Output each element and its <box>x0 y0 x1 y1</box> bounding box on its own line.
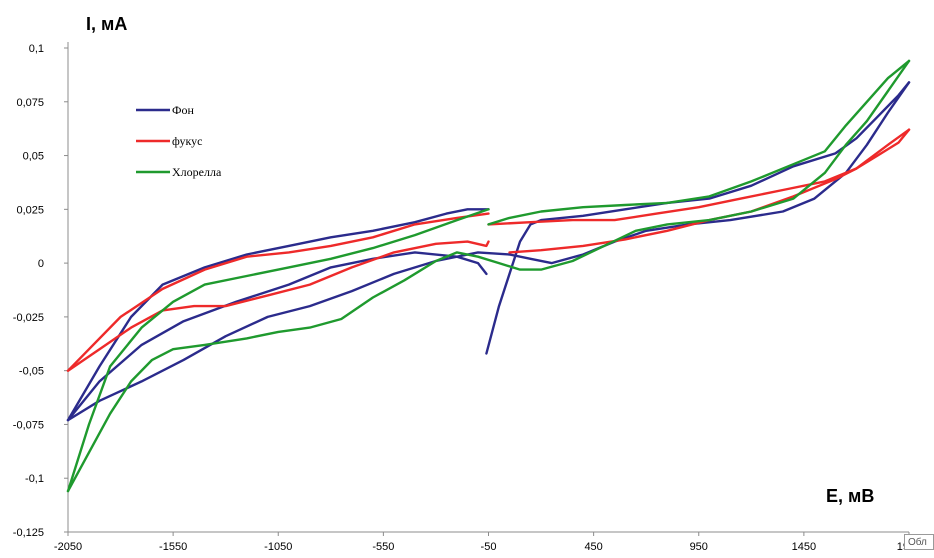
series-line <box>485 81 911 355</box>
y-tick-label: 0,05 <box>23 151 44 163</box>
series-line <box>66 208 490 493</box>
x-tick-label: -550 <box>372 541 394 553</box>
x-tick-label: -50 <box>481 541 497 553</box>
legend-label: фукус <box>172 134 202 148</box>
y-tick-label: 0,1 <box>29 43 44 55</box>
x-tick-label: -2050 <box>54 541 82 553</box>
legend-label: Фон <box>172 103 194 117</box>
legend-label: Хлорелла <box>172 165 222 179</box>
series-line <box>487 128 911 226</box>
y-tick-label: -0,125 <box>13 527 44 539</box>
series-line <box>487 59 911 226</box>
x-tick-label: 450 <box>584 541 602 553</box>
y-tick-label: 0 <box>38 258 44 270</box>
series-line <box>66 81 911 422</box>
series-line <box>66 212 490 372</box>
series-line <box>66 208 490 422</box>
y-tick-label: -0,075 <box>13 419 44 431</box>
y-tick-label: -0,1 <box>25 473 44 485</box>
x-tick-label: -1550 <box>159 541 187 553</box>
y-tick-label: -0,05 <box>19 366 44 378</box>
y-tick-label: 0,025 <box>16 204 44 216</box>
x-tick-label: 1450 <box>792 541 816 553</box>
x-tick-label: 950 <box>690 541 708 553</box>
x-ticks: -2050-1550-1050-550-5045095014501950 <box>54 532 921 553</box>
series-layer <box>66 59 911 493</box>
corner-tag: Обл <box>904 534 934 550</box>
y-tick-label: -0,025 <box>13 312 44 324</box>
axes <box>67 42 909 533</box>
x-tick-label: -1050 <box>264 541 292 553</box>
y-tick-label: 0,075 <box>16 97 44 109</box>
series-line <box>66 240 490 372</box>
y-axis-title: I, мА <box>86 14 127 34</box>
y-ticks: 0,1 0,075 0,05 0,025 0 -0,025 -0,05 -0,075 -0,1 -… <box>13 43 68 539</box>
series-line <box>66 59 911 493</box>
series-line <box>508 128 911 254</box>
series-line <box>66 251 488 422</box>
legend: Фон фукус Хлорелла <box>136 103 222 179</box>
x-axis-title: E, мВ <box>826 486 874 506</box>
series-Хлорелла <box>66 59 911 493</box>
